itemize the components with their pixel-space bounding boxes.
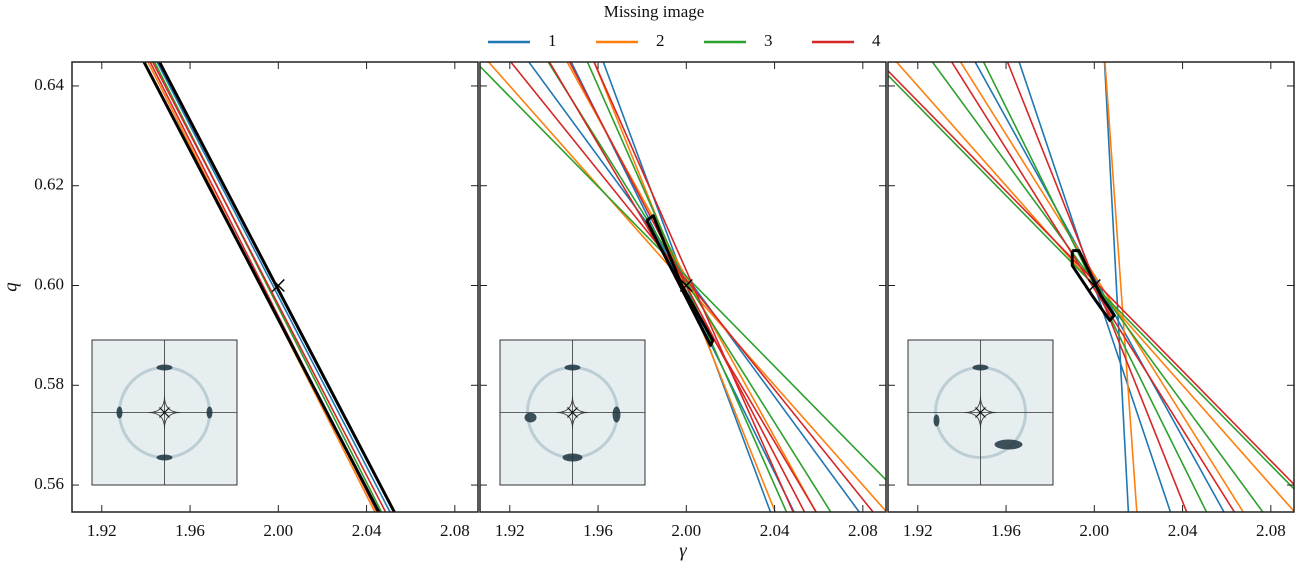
contour-line: [156, 62, 391, 512]
y-tick-label: 0.62: [34, 175, 64, 194]
truth-marker: [271, 278, 285, 293]
inset-caustic: [556, 396, 589, 429]
x-tick-label: 1.92: [903, 521, 933, 540]
inset-caustic: [964, 396, 997, 429]
contour-line: [593, 62, 794, 512]
x-tick-label: 2.00: [671, 521, 701, 540]
x-tick-label: 2.04: [1168, 521, 1198, 540]
inset-image-blob: [562, 453, 583, 462]
axes-frame: [479, 61, 887, 513]
contour-line: [888, 69, 1294, 486]
contour-line: [959, 62, 1245, 512]
contour-line: [157, 62, 397, 512]
contour-line: [1070, 249, 1116, 322]
x-tick-label: 2.08: [1256, 521, 1286, 540]
y-tick-label: 0.56: [34, 474, 64, 493]
legend-label: 3: [764, 31, 773, 50]
x-tick-label: 1.96: [583, 521, 613, 540]
contour-line: [950, 62, 1236, 512]
x-tick-label: 2.08: [848, 521, 878, 540]
y-axis-label: q: [0, 282, 21, 292]
y-tick-label: 0.58: [34, 374, 64, 393]
x-axis-label: γ: [679, 540, 687, 561]
inset-caustic: [148, 396, 181, 429]
axes-frame: [71, 61, 479, 513]
contour-line: [480, 65, 886, 482]
plot-area: [480, 62, 886, 512]
x-tick-label: 2.04: [352, 521, 382, 540]
truth-marker: [1087, 278, 1101, 293]
legend-label: 4: [872, 31, 881, 50]
x-tick-label: 2.04: [760, 521, 790, 540]
x-tick-label: 1.96: [175, 521, 205, 540]
inset-image-blob: [994, 439, 1023, 450]
contour-line: [1103, 62, 1130, 512]
truth-marker: [679, 278, 693, 293]
contour-line: [1104, 62, 1138, 512]
inset-image-blob: [933, 414, 940, 427]
x-tick-label: 1.92: [495, 521, 525, 540]
legend-label: 2: [656, 31, 665, 50]
contour-line: [593, 62, 777, 512]
plot-area: [142, 62, 397, 512]
legend-label: 1: [548, 31, 557, 50]
inset-image-blob: [156, 364, 173, 371]
inset-image-blob: [612, 406, 621, 423]
x-tick-label: 1.92: [87, 521, 117, 540]
inset-source: [975, 407, 986, 418]
plot-area: [888, 62, 1294, 512]
x-tick-label: 2.00: [263, 521, 293, 540]
contour-line: [509, 62, 875, 512]
contour-line: [645, 214, 715, 347]
inset-image-blob: [564, 364, 581, 371]
inset-image-blob: [972, 364, 989, 371]
inset-image-blob: [524, 412, 537, 423]
axes-frame: [887, 61, 1295, 513]
contour-line: [153, 62, 383, 512]
inset-source: [159, 407, 170, 418]
contour-line: [142, 62, 381, 512]
legend-title: Missing image: [604, 2, 705, 21]
x-tick-label: 2.00: [1079, 521, 1109, 540]
inset-image-blob: [206, 406, 213, 419]
inset-image-blob: [156, 454, 173, 461]
x-tick-label: 2.08: [440, 521, 470, 540]
inset-source: [567, 407, 578, 418]
x-tick-label: 1.96: [991, 521, 1021, 540]
inset-image-blob: [116, 406, 123, 419]
y-tick-label: 0.60: [34, 274, 64, 293]
y-tick-label: 0.64: [34, 75, 64, 94]
contour-line: [151, 62, 387, 512]
